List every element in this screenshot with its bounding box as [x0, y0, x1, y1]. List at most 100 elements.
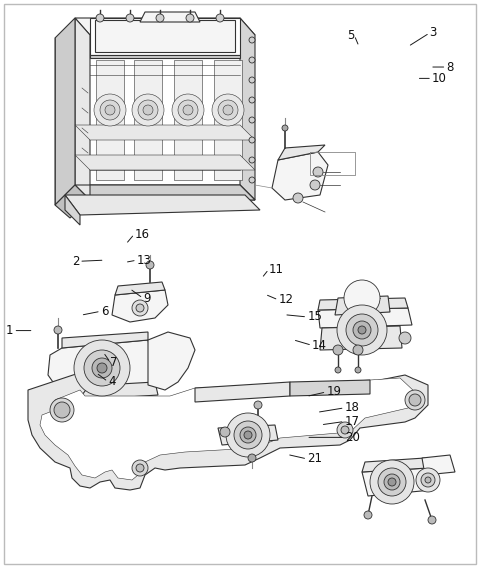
Circle shape [399, 332, 411, 344]
Polygon shape [320, 326, 402, 350]
Circle shape [84, 350, 120, 386]
Text: 2: 2 [72, 255, 79, 268]
Circle shape [74, 340, 130, 396]
Text: 18: 18 [345, 402, 360, 414]
Circle shape [353, 345, 363, 355]
Text: 12: 12 [278, 294, 293, 306]
Circle shape [156, 14, 164, 22]
Polygon shape [134, 60, 162, 180]
Polygon shape [422, 455, 455, 475]
Circle shape [216, 14, 224, 22]
Circle shape [136, 304, 144, 312]
Text: 9: 9 [143, 292, 151, 304]
Circle shape [96, 14, 104, 22]
Circle shape [378, 468, 406, 496]
Polygon shape [50, 382, 158, 402]
Circle shape [234, 421, 262, 449]
Polygon shape [174, 60, 202, 180]
Circle shape [353, 321, 371, 339]
Polygon shape [318, 308, 412, 328]
Circle shape [172, 94, 204, 126]
Circle shape [94, 94, 126, 126]
Circle shape [335, 367, 341, 373]
Circle shape [293, 193, 303, 203]
Circle shape [183, 105, 193, 115]
Text: 5: 5 [347, 29, 354, 41]
Polygon shape [40, 378, 415, 480]
Circle shape [344, 280, 380, 316]
Text: 21: 21 [307, 453, 322, 465]
Circle shape [105, 105, 115, 115]
Polygon shape [140, 12, 200, 22]
Circle shape [223, 105, 233, 115]
Polygon shape [96, 60, 124, 180]
Circle shape [409, 394, 421, 406]
Circle shape [226, 413, 270, 457]
Text: 16: 16 [134, 228, 149, 240]
Text: 3: 3 [430, 27, 437, 39]
Polygon shape [75, 185, 255, 200]
Text: 4: 4 [108, 375, 116, 388]
Polygon shape [278, 145, 325, 160]
Polygon shape [272, 152, 328, 200]
Polygon shape [112, 290, 168, 322]
Circle shape [358, 326, 366, 334]
Text: 14: 14 [312, 339, 327, 352]
Polygon shape [115, 282, 165, 295]
Circle shape [100, 100, 120, 120]
Circle shape [282, 125, 288, 131]
Text: 10: 10 [432, 72, 447, 85]
Circle shape [249, 117, 255, 123]
Circle shape [425, 477, 431, 483]
Circle shape [384, 474, 400, 490]
Circle shape [428, 516, 436, 524]
Circle shape [313, 167, 323, 177]
Circle shape [212, 94, 244, 126]
Polygon shape [75, 18, 255, 35]
Polygon shape [75, 155, 255, 170]
Circle shape [337, 422, 353, 438]
Text: 15: 15 [307, 311, 322, 323]
Polygon shape [318, 298, 408, 310]
Circle shape [364, 511, 372, 519]
Circle shape [249, 177, 255, 183]
Polygon shape [90, 185, 255, 200]
Polygon shape [75, 18, 90, 200]
Polygon shape [214, 60, 242, 180]
Polygon shape [362, 468, 432, 496]
Circle shape [416, 468, 440, 492]
Polygon shape [148, 332, 195, 390]
Circle shape [341, 426, 349, 434]
Circle shape [370, 460, 414, 504]
Text: 13: 13 [137, 254, 152, 266]
Text: 19: 19 [326, 386, 341, 398]
Circle shape [249, 37, 255, 43]
Circle shape [143, 105, 153, 115]
Circle shape [249, 77, 255, 83]
Polygon shape [90, 18, 240, 55]
Circle shape [126, 14, 134, 22]
Text: 20: 20 [345, 431, 360, 444]
Text: 17: 17 [345, 415, 360, 428]
Circle shape [355, 367, 361, 373]
Circle shape [249, 157, 255, 163]
Polygon shape [62, 332, 148, 348]
Circle shape [97, 363, 107, 373]
Circle shape [92, 358, 112, 378]
Circle shape [244, 431, 252, 439]
Polygon shape [195, 382, 290, 402]
Circle shape [218, 100, 238, 120]
Text: 8: 8 [446, 61, 454, 73]
Polygon shape [335, 296, 390, 315]
Text: 1: 1 [6, 324, 13, 337]
Circle shape [249, 97, 255, 103]
Polygon shape [240, 18, 255, 200]
Circle shape [333, 345, 343, 355]
Text: 7: 7 [110, 356, 118, 369]
Circle shape [346, 314, 378, 346]
Circle shape [132, 94, 164, 126]
Circle shape [186, 14, 194, 22]
Circle shape [405, 390, 425, 410]
Circle shape [136, 464, 144, 472]
Circle shape [132, 300, 148, 316]
